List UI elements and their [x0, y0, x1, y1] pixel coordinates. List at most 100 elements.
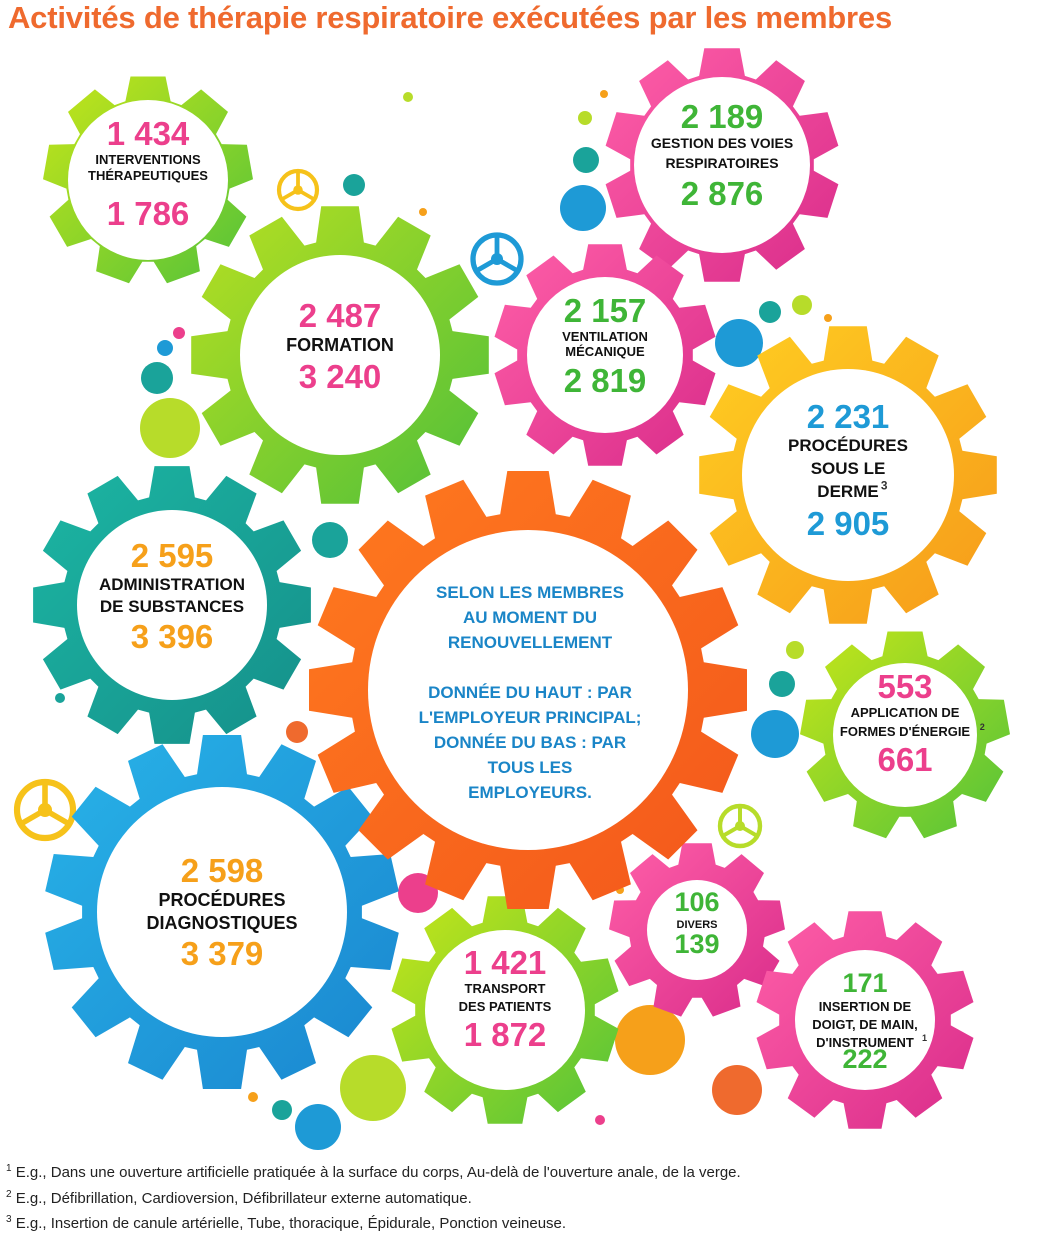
gear-top-value: 553 [877, 668, 932, 705]
decor-dot [140, 398, 200, 458]
gear-top-value: 2 157 [564, 292, 647, 329]
gear-footnote-ref: 3 [881, 478, 888, 492]
decor-wheel [13, 778, 77, 842]
gear-hub [527, 277, 683, 433]
gear-hub [833, 663, 977, 807]
center-text-line: AU MOMENT DU [463, 608, 597, 627]
decor-dot [286, 721, 308, 743]
gear-top-value: 2 487 [299, 297, 382, 334]
footnote-2-number: 2 [6, 1189, 12, 1200]
decor-dot [715, 319, 763, 367]
gear-label-line: DERME [817, 482, 878, 501]
page-title: Activités de thérapie respiratoire exécu… [8, 0, 892, 35]
decor-dot [751, 710, 799, 758]
decor-dot [573, 147, 599, 173]
decor-dot [272, 1100, 292, 1120]
gear-label-line: DOIGT, DE MAIN, [812, 1017, 917, 1032]
decor-dot [173, 327, 185, 339]
gear-label-line: SOUS LE [811, 459, 886, 478]
gear-bottom-value: 661 [877, 741, 932, 778]
gear-label-line: DE SUBSTANCES [100, 597, 244, 616]
decor-dot [295, 1104, 341, 1150]
gear-top-value: 171 [842, 968, 887, 998]
gear-label-line: D'INSTRUMENT [816, 1035, 914, 1050]
decor-dot [769, 671, 795, 697]
gear-hub [647, 880, 747, 980]
gear-bottom-value: 1 872 [464, 1016, 547, 1053]
gear-top-value: 106 [674, 887, 719, 917]
gear-top-value: 2 595 [131, 537, 214, 574]
gear-hub [77, 510, 267, 700]
decor-dot [55, 693, 65, 703]
gear-label-line: DES PATIENTS [459, 999, 552, 1014]
gear-footnote-ref: 1 [922, 1033, 927, 1043]
footnote-1: 1 E.g., Dans une ouverture artificielle … [6, 1163, 741, 1181]
gear-bottom-value: 2 905 [807, 505, 890, 542]
decor-dot [786, 641, 804, 659]
footnote-3: 3 E.g., Insertion de canule artérielle, … [6, 1214, 566, 1232]
gear-hub [240, 255, 440, 455]
footnote-2: 2 E.g., Défibrillation, Cardioversion, D… [6, 1189, 472, 1207]
center-text-line: TOUS LES [488, 758, 573, 777]
center-text-line: RENOUVELLEMENT [448, 633, 613, 652]
gear-hub [742, 369, 954, 581]
gear-bottom-value: 139 [674, 929, 719, 959]
decor-dot [615, 1005, 685, 1075]
gear-hub [68, 100, 228, 260]
gear-label-line: INSERTION DE [819, 999, 912, 1014]
gear-bottom-value: 2 819 [564, 362, 647, 399]
gear-hub [425, 930, 585, 1090]
decor-dot [312, 522, 348, 558]
gear-bottom-value: 3 396 [131, 618, 214, 655]
center-text-line: DONNÉE DU HAUT : PAR [428, 683, 632, 702]
gear-label-line: INTERVENTIONS [95, 152, 201, 167]
decor-wheel [717, 803, 763, 849]
decor-dot [792, 295, 812, 315]
gear-bottom-value: 3 240 [299, 358, 382, 395]
decor-dot [141, 362, 173, 394]
center-text-line: DONNÉE DU BAS : PAR [434, 733, 626, 752]
gear-top-value: 2 598 [181, 852, 264, 889]
gear-label-line: THÉRAPEUTIQUES [88, 168, 208, 183]
decor-dot [824, 314, 832, 322]
gear-hub [634, 77, 810, 253]
footnote-2-text: E.g., Défibrillation, Cardioversion, Déf… [11, 1190, 472, 1207]
center-text-line: SELON LES MEMBRES [436, 583, 624, 602]
gear-top-value: 1 421 [464, 944, 547, 981]
decor-dot [403, 92, 413, 102]
gear-label-line: TRANSPORT [465, 981, 546, 996]
decor-dot [712, 1065, 762, 1115]
decor-dot [560, 185, 606, 231]
gear-hub [795, 950, 935, 1090]
gear-bottom-value: 222 [842, 1044, 887, 1074]
footnote-3-number: 3 [6, 1214, 12, 1225]
gear-top-value: 1 434 [107, 115, 190, 152]
gear-label-line: APPLICATION DE [851, 705, 960, 720]
decor-dot [578, 111, 592, 125]
gear-label-line: PROCÉDURES [158, 889, 285, 910]
gear-bottom-value: 1 786 [107, 195, 190, 232]
footnote-3-text: E.g., Insertion de canule artérielle, Tu… [11, 1215, 567, 1232]
center-text-line: EMPLOYEURS. [468, 783, 592, 802]
gear-label-line: RESPIRATOIRES [665, 155, 778, 171]
decor-dot [157, 340, 173, 356]
gear-bottom-value: 3 379 [181, 935, 264, 972]
gear-label-line: DIAGNOSTIQUES [146, 913, 297, 933]
gear-label-line: FORMATION [286, 335, 394, 355]
center-text-line: L'EMPLOYEUR PRINCIPAL; [419, 708, 642, 727]
gear-top-value: 2 231 [807, 398, 890, 435]
gear-center: SELON LES MEMBRES AU MOMENT DU RENOUVELLEM… [309, 471, 747, 909]
gear-bottom-value: 2 876 [681, 175, 764, 212]
decor-dot [340, 1055, 406, 1121]
